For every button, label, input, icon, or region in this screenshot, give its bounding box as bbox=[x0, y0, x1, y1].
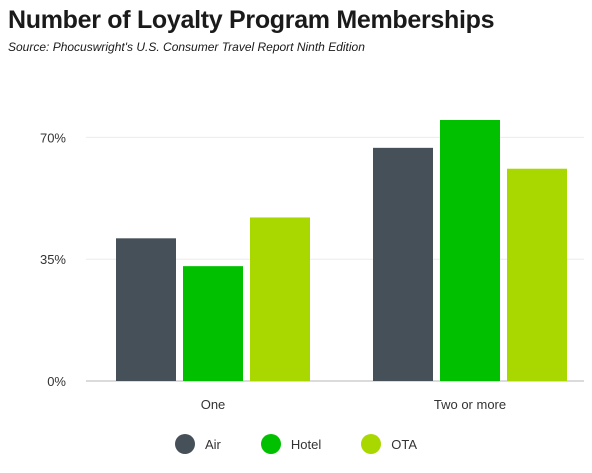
x-tick-label: One bbox=[201, 397, 226, 412]
chart-subtitle: Source: Phocuswright's U.S. Consumer Tra… bbox=[8, 40, 365, 54]
bar-hotel-one bbox=[183, 266, 243, 381]
legend-swatch bbox=[260, 434, 281, 454]
bar-air-two-or-more bbox=[373, 147, 433, 381]
x-tick-label: Two or more bbox=[434, 397, 506, 412]
y-tick-label: 35% bbox=[40, 252, 66, 267]
legend-label: OTA bbox=[391, 436, 417, 452]
y-tick-label: 70% bbox=[40, 130, 66, 145]
bar-hotel-two-or-more bbox=[440, 120, 500, 381]
legend-swatch bbox=[174, 434, 195, 454]
legend-label: Air bbox=[204, 436, 221, 452]
legend-swatch bbox=[361, 434, 382, 454]
bar-air-one bbox=[116, 238, 176, 381]
y-tick-label: 0% bbox=[47, 374, 66, 389]
legend-item-ota: OTA bbox=[361, 434, 417, 454]
chart-legend: Air Hotel OTA bbox=[0, 434, 592, 454]
legend-item-hotel: Hotel bbox=[260, 434, 322, 454]
chart-title: Number of Loyalty Program Memberships bbox=[8, 6, 495, 34]
bar-ota-two-or-more bbox=[507, 168, 567, 381]
legend-label: Hotel bbox=[290, 436, 322, 452]
legend-item-air: Air bbox=[174, 434, 221, 454]
bar-ota-one bbox=[250, 217, 310, 381]
